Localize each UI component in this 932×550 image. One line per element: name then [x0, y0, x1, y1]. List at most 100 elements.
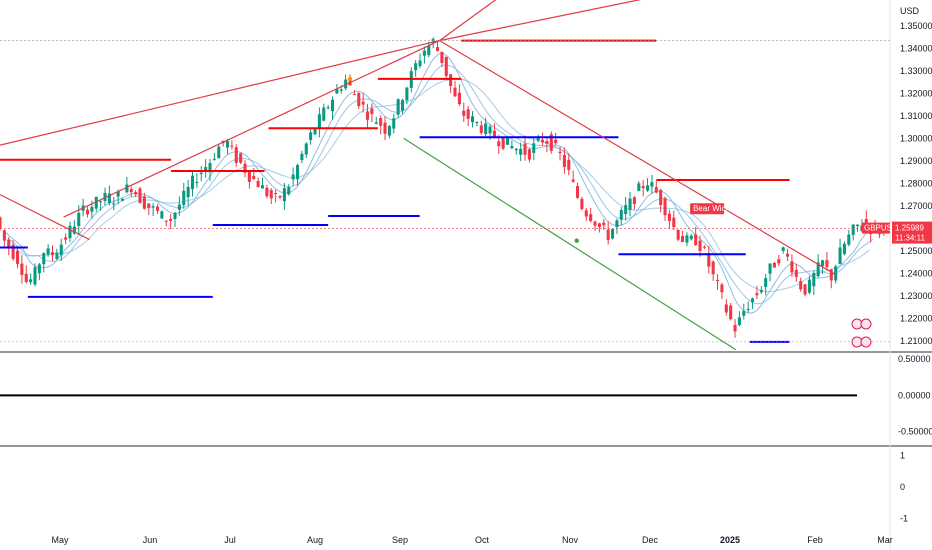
- candle-body: [142, 196, 146, 209]
- candle-body: [444, 56, 448, 76]
- candle-body: [247, 171, 251, 182]
- candle-body: [864, 219, 868, 225]
- candle-body: [545, 141, 549, 144]
- candle-body: [370, 108, 374, 114]
- trendline-up-extension: [439, 0, 642, 42]
- candle-body: [256, 180, 260, 188]
- candle-body: [322, 107, 326, 121]
- price-tick-label: 1.28000: [900, 178, 932, 188]
- candle-body: [400, 100, 405, 111]
- candle-body: [15, 250, 20, 264]
- candle-body: [72, 226, 76, 234]
- candle-body: [138, 188, 142, 204]
- candle-body: [68, 225, 72, 239]
- candle-body: [492, 130, 496, 138]
- candle-body: [427, 45, 431, 56]
- candle-body: [0, 217, 2, 229]
- candle-body: [414, 63, 418, 71]
- candle-body: [269, 190, 273, 199]
- candle-body: [42, 253, 46, 265]
- candle-body: [838, 247, 842, 265]
- candle-body: [151, 206, 155, 208]
- candle-body: [650, 182, 654, 187]
- symbol-tag-bg: [862, 222, 890, 234]
- candle-body: [825, 260, 829, 267]
- candle-body: [737, 317, 741, 326]
- candle-body: [851, 224, 855, 235]
- sub-tick-label: 1: [900, 450, 905, 460]
- candle-body: [265, 187, 269, 197]
- candle-body: [646, 185, 650, 191]
- price-tick-label: 1.31000: [900, 111, 932, 121]
- candle-body: [252, 176, 256, 179]
- candle-body: [234, 147, 238, 163]
- candle-body: [186, 186, 190, 198]
- candle-body: [24, 273, 28, 282]
- candle-body: [615, 220, 619, 228]
- candle-body: [147, 203, 151, 209]
- candle-body: [20, 263, 24, 275]
- trendline-green: [403, 137, 737, 351]
- event-icon: [860, 336, 872, 348]
- candle-body: [746, 309, 750, 311]
- price-tick-label: 1.24000: [900, 268, 932, 278]
- candle-body: [781, 247, 785, 251]
- candle-body: [177, 204, 181, 210]
- oscillator-tick-label: 0.50000: [898, 354, 931, 364]
- candle-body: [225, 140, 230, 148]
- candle-body: [212, 158, 216, 160]
- candle-body: [85, 209, 90, 215]
- candle-body: [274, 192, 278, 194]
- price-tick-label: 1.35000: [900, 21, 932, 31]
- candle-body: [510, 146, 514, 149]
- candle-body: [300, 153, 304, 161]
- price-tag-bg: [892, 221, 932, 244]
- candle-body: [576, 186, 580, 198]
- candle-body: [807, 279, 811, 293]
- candle-body: [654, 187, 658, 193]
- candle-body: [116, 191, 120, 197]
- candle-body: [278, 195, 282, 198]
- candle-body: [794, 269, 798, 277]
- candle-body: [751, 298, 755, 303]
- candle-body: [711, 261, 715, 275]
- candle-body: [571, 179, 575, 182]
- countdown-tag: 11:34:11: [895, 234, 926, 243]
- candle-body: [834, 266, 838, 281]
- candle-body: [470, 116, 475, 123]
- candle-body: [107, 193, 111, 204]
- candle-body: [361, 101, 365, 105]
- candle-body: [64, 237, 68, 240]
- sub-panel: 1 0 -1: [900, 450, 908, 523]
- month-label: Jul: [224, 535, 236, 545]
- price-axis[interactable]: 1.35000 1.34000 1.33000 1.32000 1.31000 1.300…: [900, 6, 932, 346]
- sub-tick-label: -1: [900, 514, 908, 524]
- bear-wick-label: Bear Wick: [693, 204, 730, 213]
- candle-body: [681, 236, 685, 242]
- candle-body: [230, 145, 234, 147]
- candle-body: [365, 111, 370, 120]
- candle-body: [199, 172, 203, 175]
- candle-body: [387, 126, 391, 136]
- candle-body: [2, 230, 6, 241]
- candle-body: [462, 110, 466, 116]
- trendline-down: [439, 40, 836, 275]
- month-label: Mar: [877, 535, 893, 545]
- candle-body: [125, 184, 129, 193]
- time-axis[interactable]: May Jun Jul Aug Sep Oct Nov Dec 2025 Feb Mar: [51, 535, 892, 545]
- candle-body: [103, 192, 107, 202]
- candle-body: [812, 272, 816, 287]
- candle-body: [549, 134, 553, 151]
- oscillator-tick-label: -0.50000: [898, 427, 932, 437]
- price-tick-label: 1.34000: [900, 43, 932, 53]
- candle-body: [541, 139, 545, 143]
- candle-body: [742, 310, 746, 316]
- candle-body: [790, 261, 794, 273]
- oscillator-panel: 0.50000 0.00000 -0.50000: [0, 354, 932, 437]
- candle-body: [208, 163, 212, 173]
- price-tick-label: 1.29000: [900, 156, 932, 166]
- candle-body: [90, 206, 94, 212]
- candle-body: [405, 87, 409, 101]
- candle-body: [821, 260, 825, 266]
